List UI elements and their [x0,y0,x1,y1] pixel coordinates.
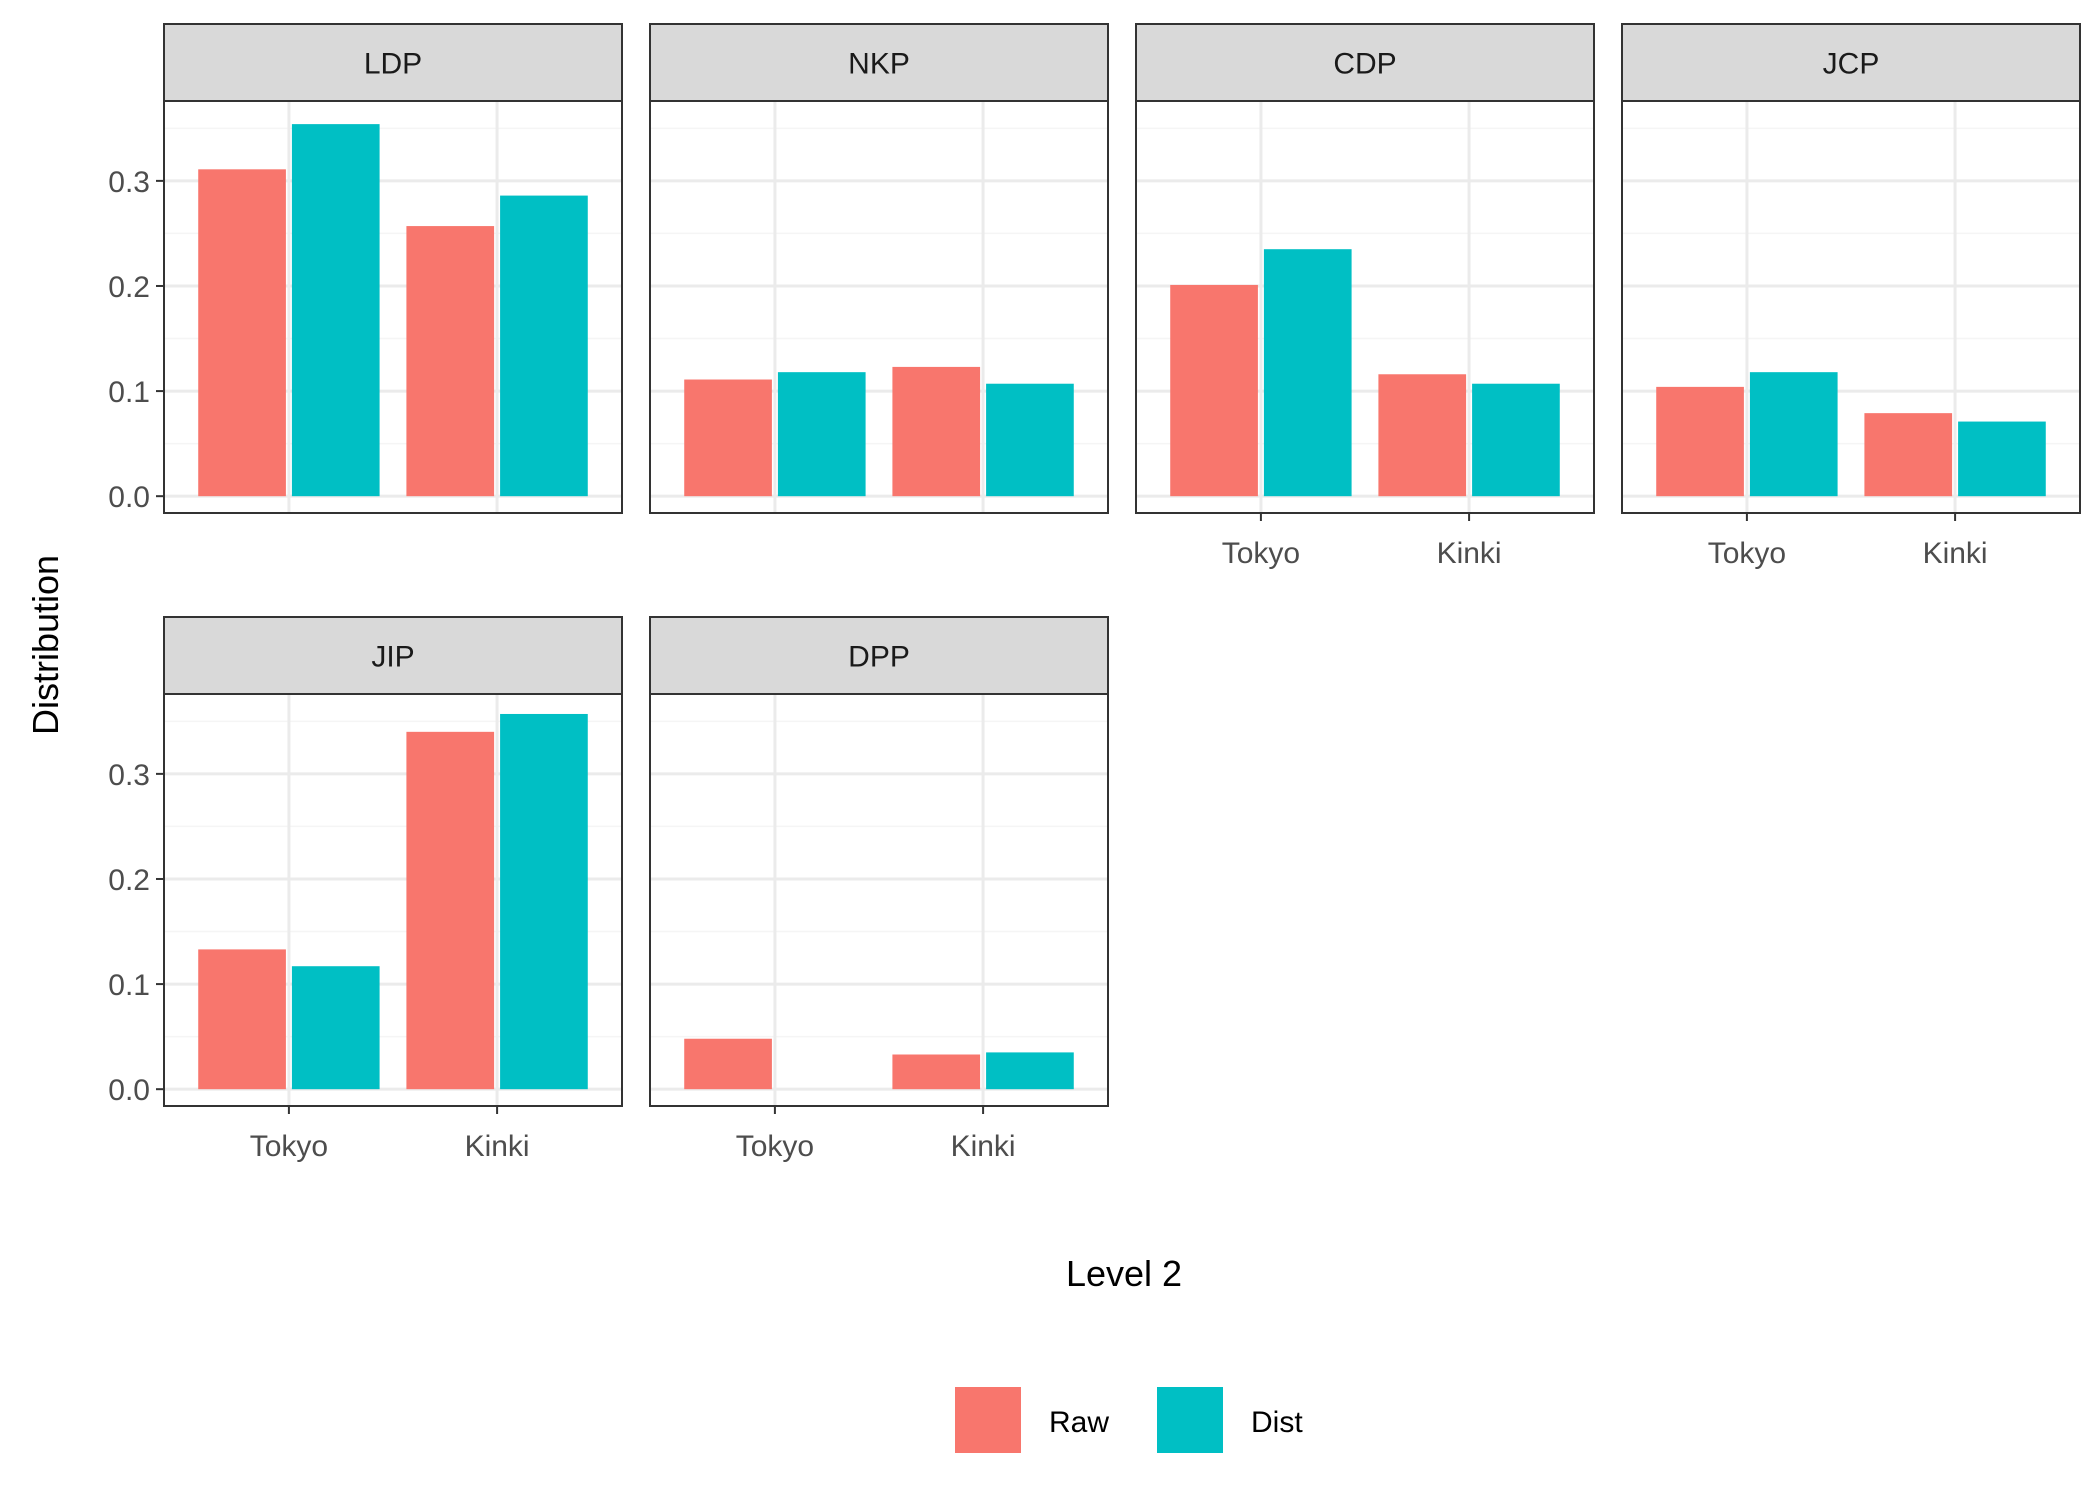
panel-border [1621,100,2081,514]
panel-cdp: CDP Tokyo Kinki [1135,23,1595,570]
strip-label-jip: JIP [371,641,414,674]
bar-dpp-kinki-dist [986,1052,1074,1090]
bar-jip-tokyo-dist [291,966,380,1090]
strip-label-dpp: DPP [848,641,910,674]
bar-cdp-tokyo-dist [1263,249,1352,497]
strip-label-nkp: NKP [848,48,910,81]
panel-ldp: LDP 0.0 0.1 0.2 0.3 [108,23,623,514]
y-tick-label: 0.2 [108,864,150,897]
panel-border [163,100,623,514]
bar-nkp-tokyo-raw [684,379,772,497]
bar-dpp-kinki-raw [892,1054,981,1090]
x-tick-label-kinki: Kinki [1437,537,1502,570]
x-tick-label-tokyo: Tokyo [1222,537,1300,570]
y-tick-label: 0.0 [108,481,150,514]
strip-label-jcp: JCP [1823,48,1880,81]
bar-nkp-kinki-raw [892,366,981,497]
legend-key-raw [955,1387,1021,1453]
strip-label-ldp: LDP [364,48,422,81]
bar-cdp-kinki-raw [1378,374,1467,497]
panel-nkp: NKP [649,23,1109,514]
strip-jip [163,616,623,695]
x-tick-label-tokyo: Tokyo [1708,537,1786,570]
y-axis-title: Distribution [25,555,66,735]
strip-jcp [1621,23,2081,102]
bar-jcp-tokyo-raw [1656,386,1744,497]
strip-ldp [163,23,623,102]
x-axis-title: Level 2 [1066,1253,1182,1294]
strip-label-cdp: CDP [1333,48,1396,81]
x-tick-label-tokyo: Tokyo [250,1130,328,1163]
panel-border [1135,100,1595,514]
y-tick-label: 0.0 [108,1074,150,1107]
strip-nkp [649,23,1109,102]
panel-jip: JIP 0.0 0.1 0.2 0.3 Tokyo Kinki [108,616,623,1163]
y-tick-label: 0.1 [108,376,150,409]
bar-cdp-kinki-dist [1472,383,1560,497]
bar-jip-kinki-dist [500,713,588,1090]
strip-cdp [1135,23,1595,102]
bar-jip-tokyo-raw [198,949,286,1090]
legend-key-dist [1157,1387,1223,1453]
bar-nkp-tokyo-dist [777,372,866,497]
panel-jcp: JCP Tokyo Kinki [1621,23,2081,570]
bar-ldp-kinki-raw [406,226,495,497]
bar-ldp-tokyo-dist [291,124,380,497]
panel-border [163,693,623,1107]
bar-ldp-tokyo-raw [198,169,286,497]
bar-nkp-kinki-dist [986,383,1074,497]
y-tick-label: 0.3 [108,166,150,199]
x-tick-label-kinki: Kinki [1923,537,1988,570]
panels: LDP 0.0 0.1 0.2 0.3 NKP CDP Tokyo Kinki JCP Tokyo K… [108,23,2081,1163]
bar-jcp-tokyo-dist [1749,372,1838,497]
legend: Raw Dist [955,1387,1303,1453]
bar-ldp-kinki-dist [500,195,588,497]
y-tick-label: 0.1 [108,969,150,1002]
y-tick-label: 0.3 [108,759,150,792]
x-tick-label-kinki: Kinki [951,1130,1016,1163]
legend-label-raw: Raw [1049,1406,1109,1439]
bar-jcp-kinki-dist [1958,421,2046,497]
x-tick-label-tokyo: Tokyo [736,1130,814,1163]
panel-border [649,100,1109,514]
bar-cdp-tokyo-raw [1170,284,1258,497]
y-tick-label: 0.2 [108,271,150,304]
panel-dpp: DPP Tokyo Kinki [649,616,1109,1163]
legend-label-dist: Dist [1251,1406,1303,1439]
bar-jcp-kinki-raw [1864,413,1953,497]
bar-dpp-tokyo-raw [684,1038,772,1090]
panel-border [649,693,1109,1107]
x-tick-label-kinki: Kinki [465,1130,530,1163]
strip-dpp [649,616,1109,695]
bar-jip-kinki-raw [406,731,495,1090]
